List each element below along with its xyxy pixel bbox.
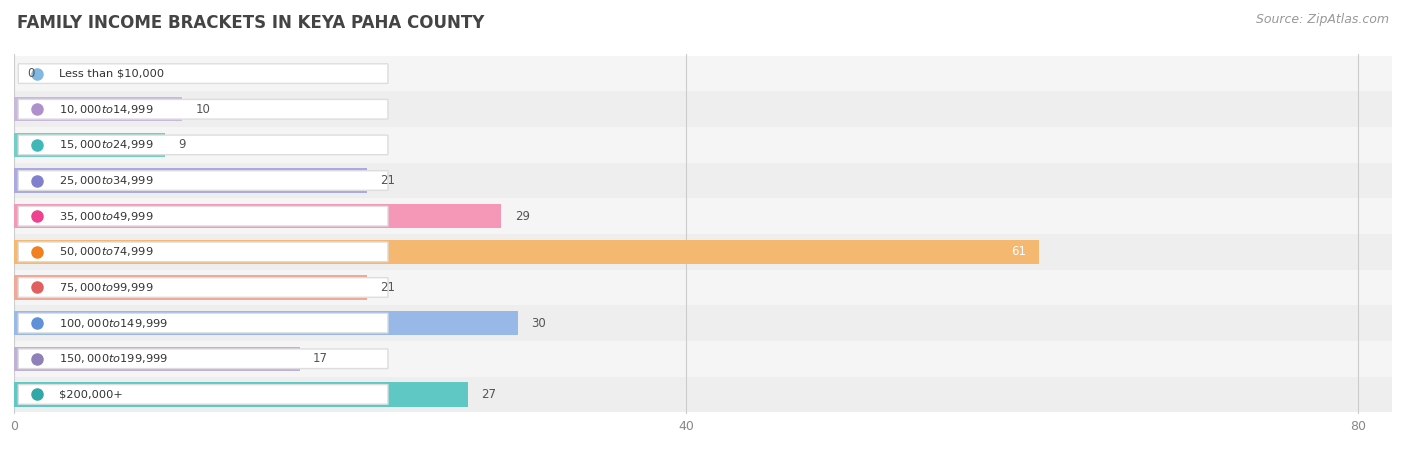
Text: $15,000 to $24,999: $15,000 to $24,999 bbox=[59, 139, 153, 151]
Text: 29: 29 bbox=[515, 210, 530, 223]
Bar bbox=[14, 341, 1392, 377]
Text: $35,000 to $49,999: $35,000 to $49,999 bbox=[59, 210, 153, 223]
Text: 61: 61 bbox=[1011, 245, 1025, 258]
Text: $75,000 to $99,999: $75,000 to $99,999 bbox=[59, 281, 153, 294]
Text: 0: 0 bbox=[28, 67, 35, 80]
Bar bbox=[14, 168, 367, 193]
Text: Less than $10,000: Less than $10,000 bbox=[59, 68, 163, 79]
FancyBboxPatch shape bbox=[18, 313, 388, 333]
Text: $100,000 to $149,999: $100,000 to $149,999 bbox=[59, 317, 167, 329]
FancyBboxPatch shape bbox=[18, 171, 388, 190]
Text: Source: ZipAtlas.com: Source: ZipAtlas.com bbox=[1256, 14, 1389, 27]
Text: 17: 17 bbox=[314, 352, 328, 365]
Bar bbox=[14, 56, 1392, 91]
Bar bbox=[14, 311, 519, 335]
Text: $200,000+: $200,000+ bbox=[59, 389, 122, 400]
Bar bbox=[14, 198, 1392, 234]
Bar bbox=[14, 240, 1039, 264]
Bar bbox=[14, 133, 166, 157]
Text: 21: 21 bbox=[381, 174, 395, 187]
FancyBboxPatch shape bbox=[18, 242, 388, 261]
FancyBboxPatch shape bbox=[18, 278, 388, 297]
Bar bbox=[14, 382, 468, 406]
Bar bbox=[14, 163, 1392, 198]
Bar bbox=[14, 91, 1392, 127]
Bar bbox=[14, 234, 1392, 270]
FancyBboxPatch shape bbox=[18, 99, 388, 119]
Text: $10,000 to $14,999: $10,000 to $14,999 bbox=[59, 103, 153, 116]
Text: 30: 30 bbox=[531, 317, 547, 329]
Text: $50,000 to $74,999: $50,000 to $74,999 bbox=[59, 245, 153, 258]
Bar bbox=[14, 204, 502, 228]
FancyBboxPatch shape bbox=[18, 349, 388, 369]
Bar bbox=[14, 275, 367, 300]
Text: FAMILY INCOME BRACKETS IN KEYA PAHA COUNTY: FAMILY INCOME BRACKETS IN KEYA PAHA COUN… bbox=[17, 14, 484, 32]
FancyBboxPatch shape bbox=[18, 385, 388, 404]
Text: $25,000 to $34,999: $25,000 to $34,999 bbox=[59, 174, 153, 187]
FancyBboxPatch shape bbox=[18, 207, 388, 226]
Bar bbox=[14, 305, 1392, 341]
Bar bbox=[14, 346, 299, 371]
Bar bbox=[14, 377, 1392, 412]
Text: 21: 21 bbox=[381, 281, 395, 294]
FancyBboxPatch shape bbox=[18, 135, 388, 155]
Text: 9: 9 bbox=[179, 139, 186, 151]
Bar bbox=[14, 97, 183, 122]
Text: 10: 10 bbox=[195, 103, 211, 116]
Text: 27: 27 bbox=[481, 388, 496, 401]
Text: $150,000 to $199,999: $150,000 to $199,999 bbox=[59, 352, 167, 365]
Bar bbox=[14, 270, 1392, 305]
Bar bbox=[14, 127, 1392, 163]
FancyBboxPatch shape bbox=[18, 64, 388, 83]
